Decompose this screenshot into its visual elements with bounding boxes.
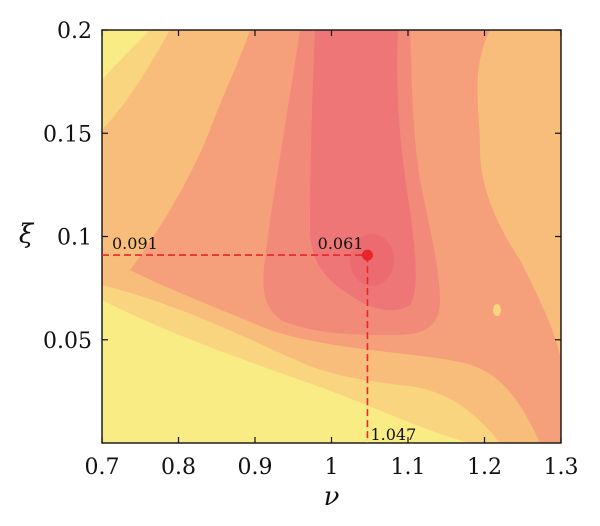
optimum-annotation: 0.061 0.091 1.047 <box>102 234 416 444</box>
optimum-value-label: 0.061 <box>318 234 364 253</box>
contour-island <box>493 304 501 316</box>
contour-level-6 <box>310 30 416 311</box>
x-tick-label: 0.8 <box>161 455 196 480</box>
optimum-point <box>361 249 373 261</box>
optimum-y-label: 0.091 <box>112 234 158 253</box>
y-tick-label: 0.1 <box>57 226 92 251</box>
tick-labels: 0.7 0.8 0.9 1 1.1 1.2 1.3 0.05 0.1 0.15 0.2 <box>43 19 578 480</box>
x-tick-label: 1.2 <box>467 455 502 480</box>
contour-level-7 <box>350 234 394 286</box>
contour-fill <box>102 30 561 443</box>
optimum-x-label: 1.047 <box>370 425 416 444</box>
x-tick-label: 0.9 <box>238 455 273 480</box>
y-tick-label: 0.05 <box>43 329 92 354</box>
y-tick-label: 0.15 <box>43 122 92 147</box>
x-axis-label: ν <box>324 482 340 512</box>
x-tick-label: 1.3 <box>544 455 579 480</box>
x-tick-label: 1.1 <box>391 455 426 480</box>
y-axis-label: ξ <box>19 220 35 250</box>
y-tick-label: 0.2 <box>57 19 92 44</box>
x-tick-label: 0.7 <box>85 455 120 480</box>
x-tick-label: 1 <box>325 455 339 480</box>
axis-ticks <box>101 29 562 443</box>
